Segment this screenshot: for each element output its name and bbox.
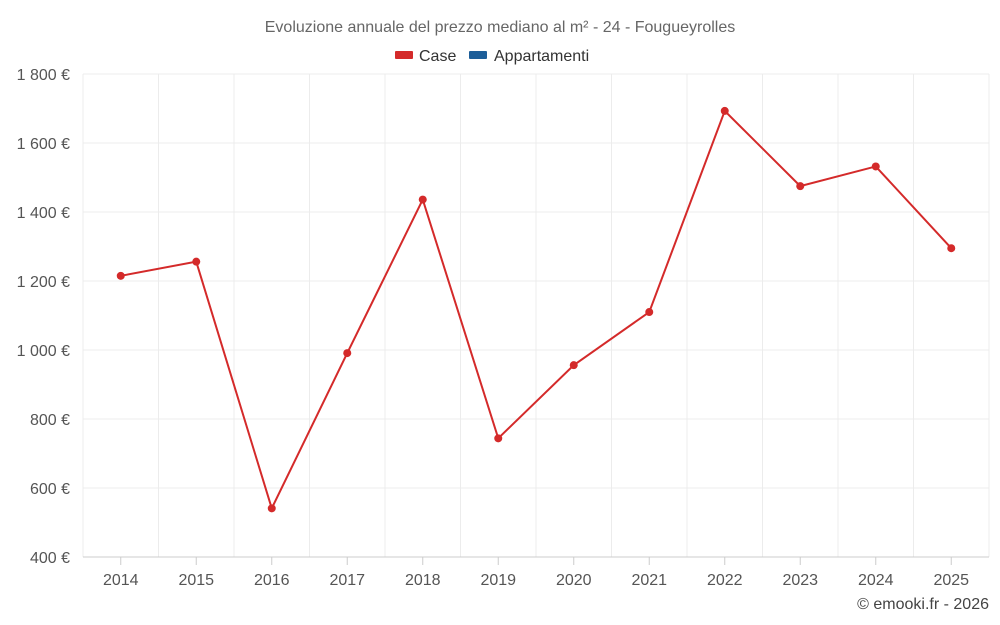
series-case: [116, 106, 956, 513]
x-tick-label: 2015: [178, 572, 214, 589]
legend-swatch-case: [395, 51, 413, 59]
data-point[interactable]: [947, 244, 956, 253]
x-tick-label: 2014: [103, 572, 139, 589]
y-tick-label: 600 €: [30, 481, 70, 498]
data-point[interactable]: [418, 195, 427, 204]
chart-title: Evoluzione annuale del prezzo mediano al…: [265, 19, 735, 36]
data-point[interactable]: [720, 106, 729, 115]
legend-swatch-appartamenti: [469, 51, 487, 59]
legend-label-case: Case: [419, 48, 456, 65]
x-tick-label: 2020: [556, 572, 592, 589]
series-line-case: [120, 109, 952, 512]
x-tick-label: 2017: [329, 572, 365, 589]
legend-item-appartamenti[interactable]: Appartamenti: [469, 48, 589, 65]
y-tick-label: 800 €: [30, 412, 70, 429]
credits[interactable]: © emooki.fr - 2026: [857, 596, 989, 613]
legend-item-case[interactable]: Case: [395, 48, 456, 65]
x-tick-label: 2016: [254, 572, 290, 589]
x-tick-label: 2022: [707, 572, 743, 589]
data-point[interactable]: [645, 308, 654, 317]
grid: [82, 73, 990, 557]
y-tick-label: 1 000 €: [17, 343, 70, 360]
y-axis: 1 800 € 1 600 € 1 400 € 1 200 € 1 000 € 800 €…: [17, 67, 70, 567]
y-tick-label: 400 €: [30, 550, 70, 567]
data-point[interactable]: [267, 504, 276, 513]
data-point[interactable]: [494, 434, 503, 443]
data-point[interactable]: [871, 162, 880, 171]
x-tick-label: 2019: [480, 572, 516, 589]
data-point[interactable]: [796, 182, 805, 191]
y-tick-label: 1 600 €: [17, 136, 70, 153]
x-tick-label: 2021: [631, 572, 667, 589]
data-point[interactable]: [343, 349, 352, 358]
legend-label-appartamenti: Appartamenti: [494, 48, 589, 65]
x-tick-label: 2018: [405, 572, 441, 589]
x-tick-label: 2025: [933, 572, 969, 589]
y-tick-label: 1 400 €: [17, 205, 70, 222]
data-point[interactable]: [116, 271, 125, 280]
data-point[interactable]: [192, 257, 201, 266]
x-tick-label: 2024: [858, 572, 894, 589]
x-tick-label: 2023: [782, 572, 818, 589]
x-axis: 2014 2015 2016 2017 2018 2019 2020 2021 2022 2023…: [83, 556, 989, 589]
data-point[interactable]: [569, 361, 578, 370]
legend: Case Appartamenti: [395, 48, 589, 65]
y-tick-label: 1 200 €: [17, 274, 70, 291]
y-tick-label: 1 800 €: [17, 67, 70, 84]
